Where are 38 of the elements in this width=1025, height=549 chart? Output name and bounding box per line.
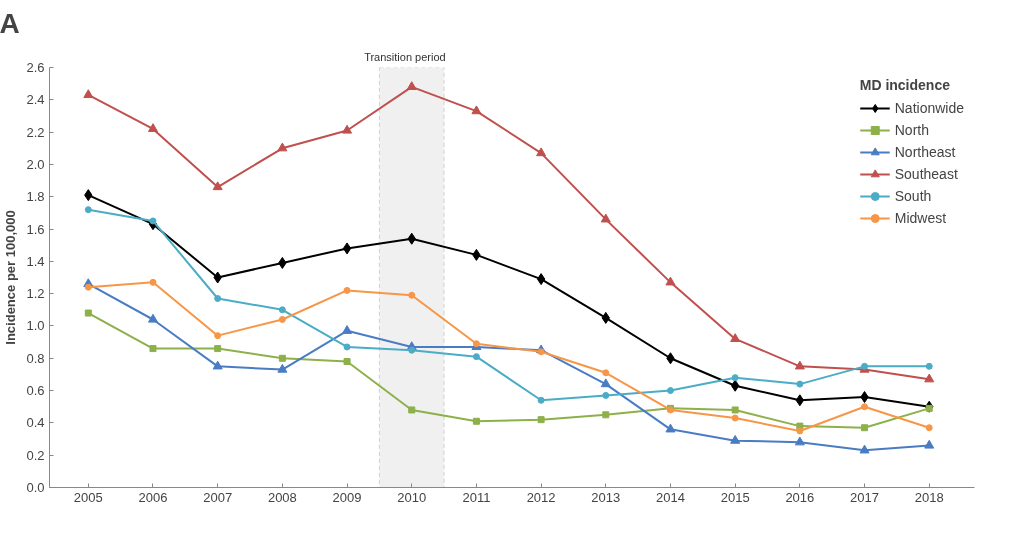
x-tick-label: 2007 [203, 489, 233, 505]
y-tick-label: 0.8 [26, 350, 45, 366]
x-tick-label: 2018 [914, 489, 944, 505]
legend-label: Nationwide [894, 100, 964, 116]
y-tick-label: 2.2 [26, 124, 45, 140]
x-tick-label: 2005 [73, 489, 103, 505]
x-tick-label: 2015 [720, 489, 750, 505]
legend-label: Northeast [894, 144, 956, 160]
x-tick-label: 2009 [332, 489, 362, 505]
x-tick-label: 2006 [138, 489, 168, 505]
x-tick-label: 2016 [785, 489, 815, 505]
legend-label: North [894, 122, 929, 138]
y-tick-label: 2.6 [26, 60, 45, 75]
x-tick-label: 2012 [526, 489, 556, 505]
y-tick-label: 1.6 [26, 221, 45, 237]
y-tick-label: 2.0 [26, 156, 45, 172]
legend-title: MD incidence [859, 77, 951, 93]
x-tick-label: 2011 [462, 489, 491, 505]
legend-label: Midwest [894, 210, 947, 226]
y-tick-label: 1.8 [26, 189, 45, 205]
legend-label: South [894, 188, 932, 204]
x-tick-label: 2014 [656, 489, 685, 505]
y-tick-label: 0.0 [26, 480, 45, 495]
y-axis-title: Incidence per 100,000 [3, 210, 19, 345]
y-tick-label: 0.6 [26, 383, 45, 399]
y-tick-label: 1.0 [26, 318, 45, 334]
y-tick-label: 0.4 [26, 415, 45, 431]
x-tick-label: 2010 [397, 489, 427, 505]
y-tick-label: 2.4 [26, 92, 45, 108]
y-tick-label: 1.2 [26, 286, 45, 302]
band-label: Transition period [364, 50, 446, 63]
x-tick-label: 2013 [591, 489, 621, 505]
x-tick-label: 2008 [267, 489, 297, 505]
y-tick-label: 0.2 [26, 447, 45, 463]
legend-label: Southeast [894, 166, 958, 182]
text: A [0, 7, 20, 39]
x-tick-label: 2017 [850, 489, 879, 505]
y-tick-label: 1.4 [26, 253, 45, 269]
